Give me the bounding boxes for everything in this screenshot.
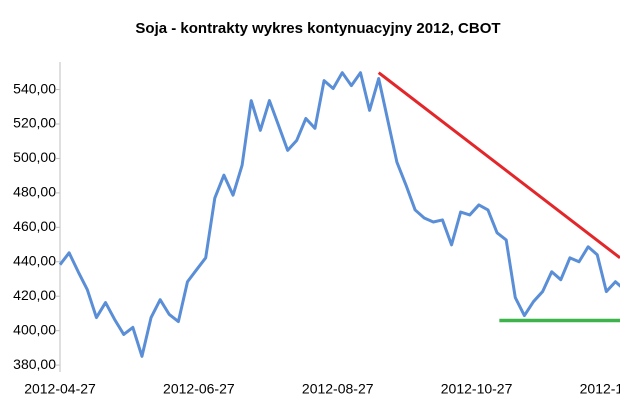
- y-tick-label: 420,00: [13, 287, 56, 303]
- y-tick-label: 520,00: [13, 115, 56, 131]
- y-tick-label: 460,00: [13, 218, 56, 234]
- x-tick-label: 2012-08-27: [302, 381, 374, 397]
- chart-title: Soja - kontrakty wykres kontynuacyjny 20…: [135, 20, 500, 37]
- x-tick-label: 2012-10-27: [441, 381, 513, 397]
- y-tick-label: 480,00: [13, 184, 56, 200]
- y-tick-label: 500,00: [13, 149, 56, 165]
- y-tick-label: 540,00: [13, 80, 56, 96]
- x-tick-label: 2012-12-27: [580, 381, 620, 397]
- line: [58, 71, 620, 358]
- x-tick-label: 2012-06-27: [163, 381, 235, 397]
- x-tick-label: 2012-04-27: [24, 381, 96, 397]
- y-tick-label: 400,00: [13, 321, 56, 337]
- y-tick-label: 380,00: [13, 356, 56, 372]
- line: [377, 71, 620, 260]
- y-tick-label: 440,00: [13, 252, 56, 268]
